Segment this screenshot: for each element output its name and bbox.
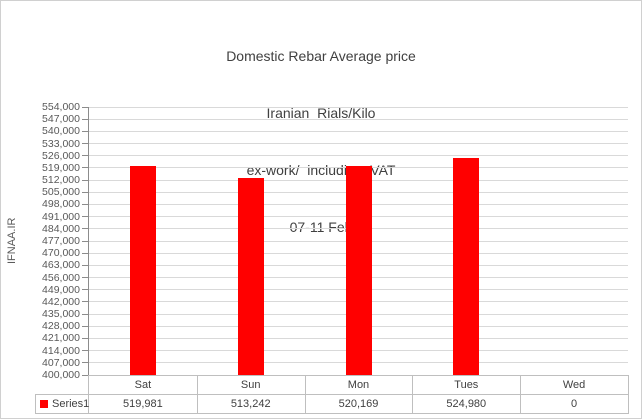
y-tick-mark [82,216,88,218]
value-cell-mon: 520,169 [338,398,379,410]
category-label-wed: Wed [562,379,586,391]
y-tick-mark [82,179,88,181]
table-border [305,375,306,413]
y-tick-mark [82,252,88,254]
y-gridline [89,106,628,108]
bar-sun [237,177,264,375]
y-tick-mark [82,301,88,303]
y-tick-label: 470,000 [42,247,80,260]
y-tick-label: 442,000 [42,295,80,308]
table-border [520,375,521,413]
y-tick-mark [82,228,88,230]
chart-title-line-3: ex-work/ including VAT [246,162,396,178]
table-border [197,375,198,413]
y-tick-mark [82,374,88,376]
y-tick-mark [82,118,88,120]
chart-title: Domestic Rebar Average price Iranian Ria… [1,9,641,275]
table-border [88,375,89,413]
y-tick-label: 428,000 [42,320,80,333]
y-tick-mark [82,313,88,315]
value-cell-sun: 513,242 [230,398,271,410]
bar-mon [345,165,372,375]
y-tick-label: 400,000 [42,369,80,381]
y-tick-label: 435,000 [42,308,80,321]
y-tick-mark [82,106,88,108]
y-tick-label: 554,000 [42,101,80,113]
value-cell-wed: 0 [571,398,578,410]
y-tick-mark [82,264,88,266]
y-gridline [89,143,628,145]
chart-title-line-2: Iranian Rials/Kilo [266,105,376,121]
bar-tues [453,157,480,375]
y-tick-mark [82,289,88,291]
legend-item: Series1 [40,395,90,413]
category-label-sat: Sat [134,379,152,391]
y-tick-mark [82,155,88,157]
category-label-tues: Tues [454,379,479,391]
y-tick-label: 519,000 [42,161,80,174]
y-gridline [89,130,628,132]
y-tick-label: 491,000 [42,210,80,223]
y-tick-mark [82,350,88,352]
y-tick-mark [82,143,88,145]
y-tick-label: 498,000 [42,198,80,211]
y-tick-label: 449,000 [42,283,80,296]
table-border [35,413,629,414]
y-tick-label: 547,000 [42,113,80,126]
y-tick-label: 456,000 [42,271,80,284]
y-tick-mark [82,337,88,339]
y-tick-label: 484,000 [42,222,80,235]
category-label-mon: Mon [347,379,370,391]
y-tick-mark [82,325,88,327]
y-tick-mark [82,362,88,364]
y-tick-label: 421,000 [42,332,80,345]
y-tick-label: 407,000 [42,356,80,369]
y-axis-line [88,107,89,375]
value-cell-sat: 519,981 [123,398,163,410]
table-border [35,394,36,413]
y-tick-label: 505,000 [42,186,80,199]
y-tick-label: 477,000 [42,235,80,247]
y-tick-mark [82,240,88,242]
y-tick-mark [82,167,88,169]
y-tick-mark [82,130,88,132]
legend-label: Series1 [52,398,90,410]
y-tick-label: 512,000 [42,174,80,187]
bar-sat [129,166,156,375]
value-cell-tues: 524,980 [446,398,487,410]
y-tick-label: 540,000 [42,125,80,138]
table-border [88,375,629,376]
y-tick-label: 414,000 [42,344,80,357]
table-border [412,375,413,413]
y-tick-mark [82,203,88,205]
category-label-sun: Sun [240,379,261,391]
y-gridline [89,155,628,157]
y-tick-mark [82,191,88,193]
y-tick-label: 463,000 [42,259,80,272]
table-border [628,375,629,413]
y-tick-mark [82,277,88,279]
legend-color-swatch [40,400,48,408]
chart-title-line-1: Domestic Rebar Average price [226,48,416,64]
y-tick-label: 533,000 [42,137,80,150]
table-border [35,394,629,395]
y-tick-label: 526,000 [42,149,80,162]
y-gridline [89,118,628,120]
